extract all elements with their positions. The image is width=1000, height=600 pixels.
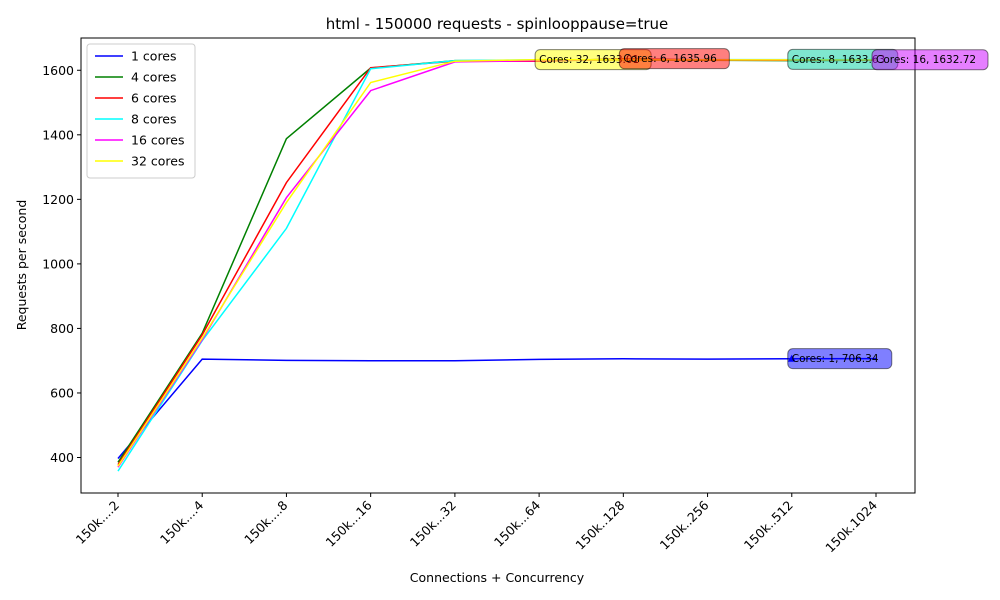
series-line-5: [117, 58, 876, 467]
annotation-label-1: Cores: 6, 1635.96: [623, 53, 717, 65]
legend-label-0: 1 cores: [131, 49, 177, 64]
x-tick-label-0: 150k....2: [73, 498, 122, 547]
x-tick-label-6: 150k..128: [572, 497, 627, 552]
y-axis-label: Requests per second: [14, 200, 29, 331]
annotation-box-4: [787, 348, 893, 370]
axes-frame: [80, 37, 916, 494]
chart-title: html - 150000 requests - spinlooppause=t…: [326, 15, 669, 33]
y-tick-label-2: 800: [50, 321, 74, 336]
series-line-0: [117, 357, 877, 459]
x-tick-label-2: 150k....8: [241, 497, 290, 546]
x-tick-label-9: 150k.1024: [822, 497, 880, 555]
y-tick-label-6: 1600: [42, 63, 74, 78]
x-tick-label-7: 150k..256: [657, 497, 712, 552]
y-tick-label-1: 600: [50, 385, 74, 400]
annotation-box-1: [618, 48, 730, 70]
legend-label-3: 8 cores: [131, 112, 177, 127]
annotation-label-2: Cores: 8, 1633.63: [792, 54, 885, 66]
legend-label-2: 6 cores: [131, 91, 177, 106]
plot-area: 400 600 800 1000 1200 1400 1600 150k....2 150k..…: [42, 37, 989, 555]
x-tick-label-5: 150k...64: [491, 497, 543, 549]
y-tick-label-3: 1000: [42, 256, 74, 271]
series-line-2: [117, 57, 876, 466]
y-tick-label-0: 400: [50, 450, 74, 465]
annotation-box-3: [871, 49, 989, 71]
y-tick-label-5: 1400: [42, 127, 74, 142]
x-tick-label-8: 150k..512: [741, 498, 796, 553]
x-tick-label-1: 150k....4: [157, 497, 206, 546]
y-tick-label-4: 1200: [42, 192, 74, 207]
series-line-1: [117, 59, 877, 463]
annotation-label-4: Cores: 1, 706.34: [792, 353, 879, 365]
legend-label-5: 32 cores: [131, 154, 184, 169]
legend-label-4: 16 cores: [131, 133, 184, 148]
annotation-label-3: Cores: 16, 1632.72: [876, 54, 976, 66]
legend-label-1: 4 cores: [131, 70, 177, 85]
x-axis-label: Connections + Concurrency: [410, 570, 585, 585]
x-tick-label-3: 150k...16: [323, 497, 375, 549]
x-tick-label-4: 150k...32: [407, 498, 459, 550]
annotation-label-0: Cores: 32, 1633.01: [539, 54, 639, 66]
